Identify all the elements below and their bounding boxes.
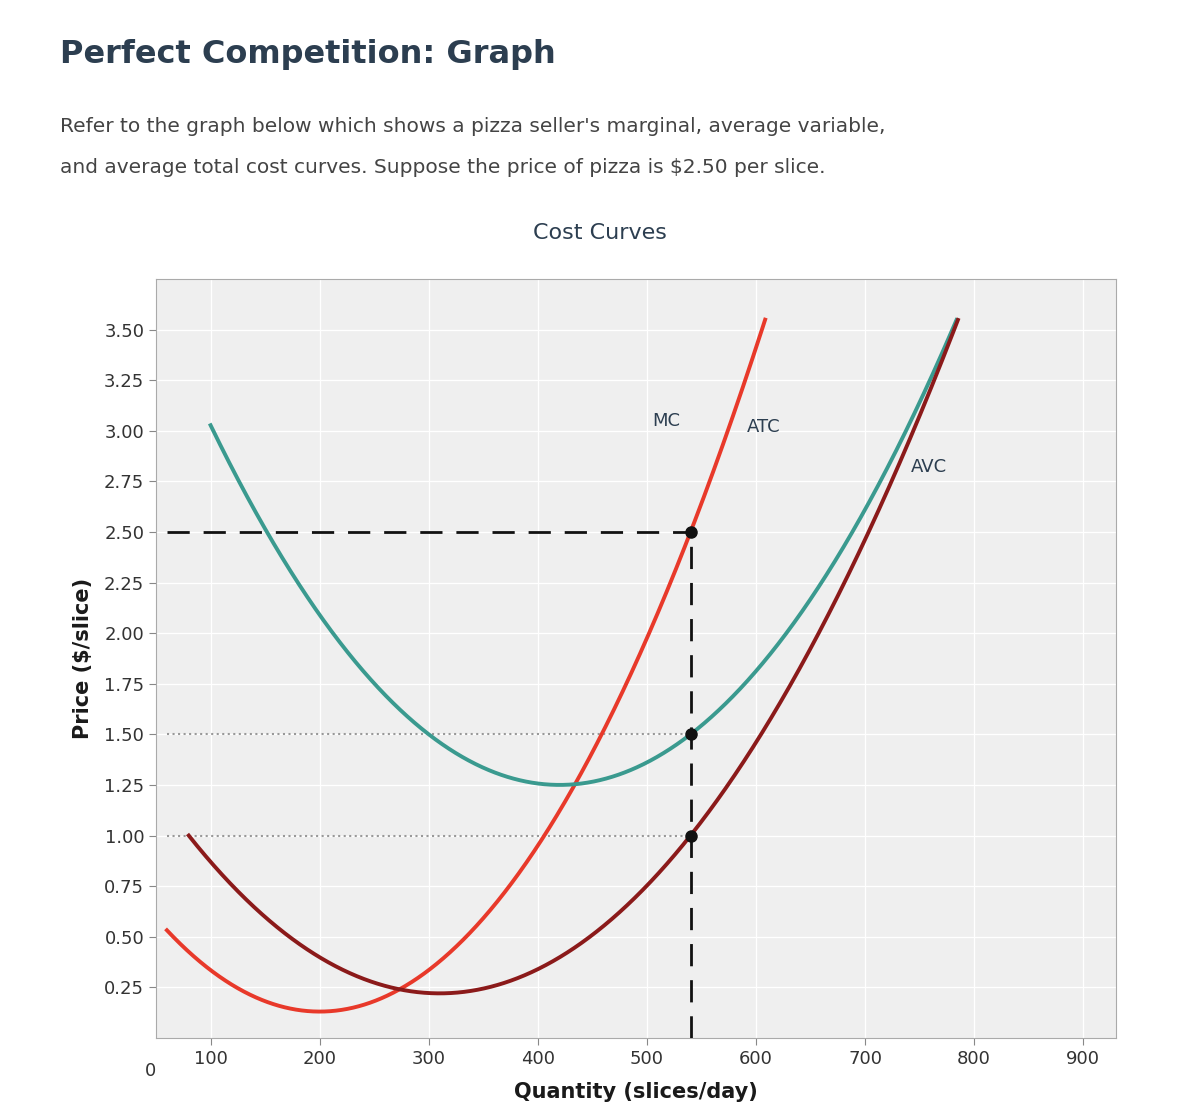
X-axis label: Quantity (slices/day): Quantity (slices/day)	[514, 1081, 758, 1101]
Text: and average total cost curves. Suppose the price of pizza is $2.50 per slice.: and average total cost curves. Suppose t…	[60, 158, 826, 177]
Text: Perfect Competition: Graph: Perfect Competition: Graph	[60, 39, 556, 70]
Text: Refer to the graph below which shows a pizza seller's marginal, average variable: Refer to the graph below which shows a p…	[60, 117, 886, 136]
Text: AVC: AVC	[911, 459, 947, 477]
Text: ATC: ATC	[748, 417, 781, 435]
Text: Cost Curves: Cost Curves	[533, 223, 667, 243]
Text: 0: 0	[145, 1062, 156, 1080]
Y-axis label: Price ($/slice): Price ($/slice)	[73, 578, 92, 739]
Text: MC: MC	[653, 412, 680, 430]
